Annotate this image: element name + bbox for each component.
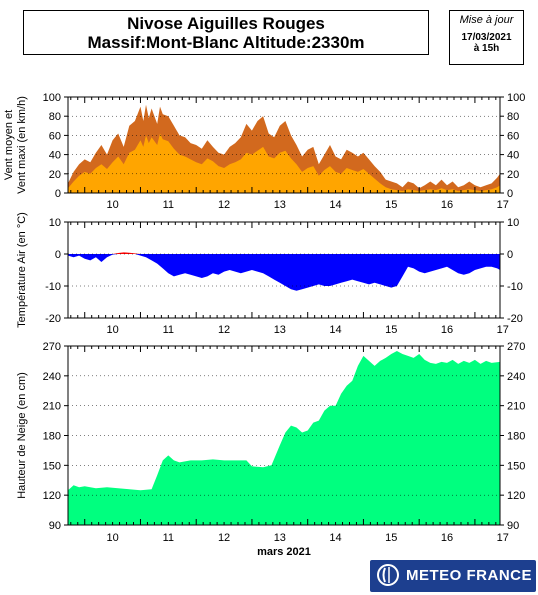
wind-series-0-area: [68, 133, 500, 193]
panel-0-ylabel-line2: Vent maxi (en km/h): [16, 96, 28, 194]
panel-2-xtick-label-5: 15: [385, 532, 397, 544]
panel-0-xtick-label-2: 12: [218, 199, 230, 211]
panel-0-xtick-label-6: 16: [441, 199, 453, 211]
snow-depth-area: [68, 351, 500, 525]
panel-2-ytick-label-left-6: 270: [43, 341, 61, 353]
meteo-france-logo: METEO FRANCE: [370, 560, 536, 592]
panel-0-ytick-label-left-0: 0: [55, 188, 61, 200]
panel-2-ytick-label-right-6: 270: [507, 341, 525, 353]
chart-title-box: Nivose Aiguilles Rouges Massif:Mont-Blan…: [23, 10, 429, 55]
panel-0-xtick-label-7: 17: [497, 199, 509, 211]
panel-2-ytick-label-left-3: 180: [43, 431, 61, 443]
panel-2-xtick-label-4: 14: [329, 532, 341, 544]
temperature-negative-area: [68, 254, 500, 291]
globe-logo-icon: [377, 564, 399, 586]
panel-1-frame: [67, 221, 501, 319]
update-box: Mise à jour 17/03/2021 à 15h: [449, 10, 524, 65]
panel-2-xtick-label-1: 11: [163, 532, 174, 544]
panel-1-xtick-label-2: 12: [218, 324, 230, 336]
update-date: 17/03/2021: [461, 32, 512, 43]
panel-1-xtick-label-3: 13: [274, 324, 286, 336]
panel-0-xtick-label-5: 15: [385, 199, 397, 211]
panel-0-xtick-label-4: 14: [329, 199, 341, 211]
panel-0-ytick-label-left-2: 40: [49, 150, 61, 162]
panel-2-xtick-label-6: 16: [441, 532, 453, 544]
panel-2-ytick-label-left-5: 240: [43, 371, 61, 383]
massif-altitude-title: Massif:Mont-Blanc Altitude:2330m: [87, 33, 365, 52]
panel-2-ytick-label-left-2: 150: [43, 460, 61, 472]
panel-1-xtick-label-0: 10: [106, 324, 118, 336]
panel-0-ytick-label-right-5: 100: [507, 92, 525, 104]
panel-0-ytick-label-left-5: 100: [43, 92, 61, 104]
panel-1-xtick-label-1: 11: [163, 324, 174, 336]
panel-2-xtick-label-3: 13: [274, 532, 286, 544]
panel-2-ytick-label-left-1: 120: [43, 490, 61, 502]
panel-0-ytick-label-left-1: 20: [49, 169, 61, 181]
panel-2-xtick-label-7: 17: [497, 532, 509, 544]
panel-1-xtick-label-4: 14: [329, 324, 341, 336]
panel-2-ytick-label-right-2: 150: [507, 460, 525, 472]
station-title: Nivose Aiguilles Rouges: [127, 14, 325, 33]
panel-1-ytick-label-right-3: 10: [507, 217, 519, 229]
panel-1-ytick-label-right-0: -20: [507, 313, 523, 325]
panel-2-ylabel: Hauteur de Neige (en cm): [16, 372, 28, 499]
panel-2-xlabel: mars 2021: [257, 546, 311, 558]
update-label: Mise à jour: [459, 14, 514, 26]
panel-0-ytick-label-left-4: 80: [49, 111, 61, 123]
panel-0-frame: [67, 96, 501, 194]
panel-1-ytick-label-left-2: 0: [55, 249, 61, 261]
update-time: à 15h: [473, 43, 500, 54]
panel-1-xtick-label-7: 17: [497, 324, 509, 336]
panel-0-ytick-label-right-2: 40: [507, 150, 519, 162]
panel-0-xtick-label-1: 11: [163, 199, 174, 211]
panel-0-ytick-label-right-1: 20: [507, 169, 519, 181]
panel-0-ytick-label-right-0: 0: [507, 188, 513, 200]
panel-2-ytick-label-left-0: 90: [49, 520, 61, 532]
panel-2-xtick-label-2: 12: [218, 532, 230, 544]
panel-1-ytick-label-left-3: 10: [49, 217, 61, 229]
panel-1-ytick-label-left-0: -20: [45, 313, 61, 325]
panel-0-xtick-label-3: 13: [274, 199, 286, 211]
panel-0-ytick-label-left-3: 60: [49, 130, 61, 142]
panel-2-ytick-label-right-1: 120: [507, 490, 525, 502]
panel-1-xtick-label-6: 16: [441, 324, 453, 336]
panel-0-ytick-label-right-3: 60: [507, 130, 519, 142]
panel-2-ytick-label-right-0: 90: [507, 520, 519, 532]
panel-0-ylabel-line1: Vent moyen et: [3, 110, 15, 180]
panel-2-xtick-label-0: 10: [106, 532, 118, 544]
panel-2-ytick-label-right-3: 180: [507, 431, 525, 443]
panel-0-xtick-label-0: 10: [106, 199, 118, 211]
panel-2-ytick-label-left-4: 210: [43, 401, 61, 413]
panel-2-ytick-label-right-4: 210: [507, 401, 525, 413]
panel-1-ytick-label-right-2: 0: [507, 249, 513, 261]
panel-0-ytick-label-right-4: 80: [507, 111, 519, 123]
logo-text: METEO FRANCE: [406, 567, 532, 584]
panel-1-xtick-label-5: 15: [385, 324, 397, 336]
panel-1-ytick-label-left-1: -10: [45, 281, 61, 293]
panel-1-ylabel: Température Air (en °C): [16, 212, 28, 328]
panel-2-ytick-label-right-5: 240: [507, 371, 525, 383]
panel-1-ytick-label-right-1: -10: [507, 281, 523, 293]
